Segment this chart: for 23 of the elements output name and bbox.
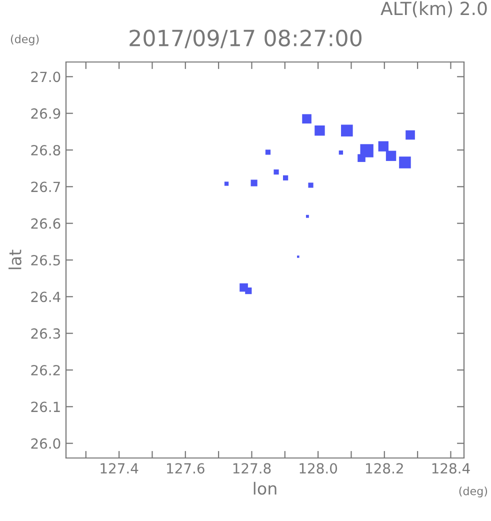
y-tick-label: 26.5 — [31, 254, 60, 266]
x-tick-label: 128.0 — [300, 463, 338, 474]
y-tick-label: 26.3 — [31, 328, 60, 339]
text: (deg) — [459, 486, 488, 498]
x-tick-label: 127.6 — [167, 463, 204, 474]
x-tick-label: 127.4 — [100, 463, 138, 474]
y-tick-label: 27.0 — [31, 72, 60, 82]
y-tick-label: 26.4 — [31, 292, 60, 302]
x-tick-label: 127.8 — [233, 463, 271, 474]
text: ALT(km) 2.0 — [380, 1, 487, 18]
y-tick-label: 26.8 — [31, 144, 60, 156]
x-tick-label: 128.2 — [366, 463, 403, 474]
y-tick-label: 26.0 — [31, 438, 60, 449]
chart-title: 2017/09/17 08:27:00 — [130, 30, 362, 48]
y-tick-label: 26.1 — [31, 402, 60, 412]
y-tick-label: 26.6 — [31, 218, 60, 229]
y-axis-title: lat — [8, 250, 22, 270]
y-tick-label: 26.9 — [31, 108, 60, 119]
y-tick-label: 26.7 — [31, 182, 60, 192]
x-tick-label: 128.4 — [432, 463, 470, 474]
text: (deg) — [10, 34, 39, 46]
y-tick-label: 26.2 — [31, 364, 60, 376]
x-axis-title: lon — [254, 482, 276, 495]
